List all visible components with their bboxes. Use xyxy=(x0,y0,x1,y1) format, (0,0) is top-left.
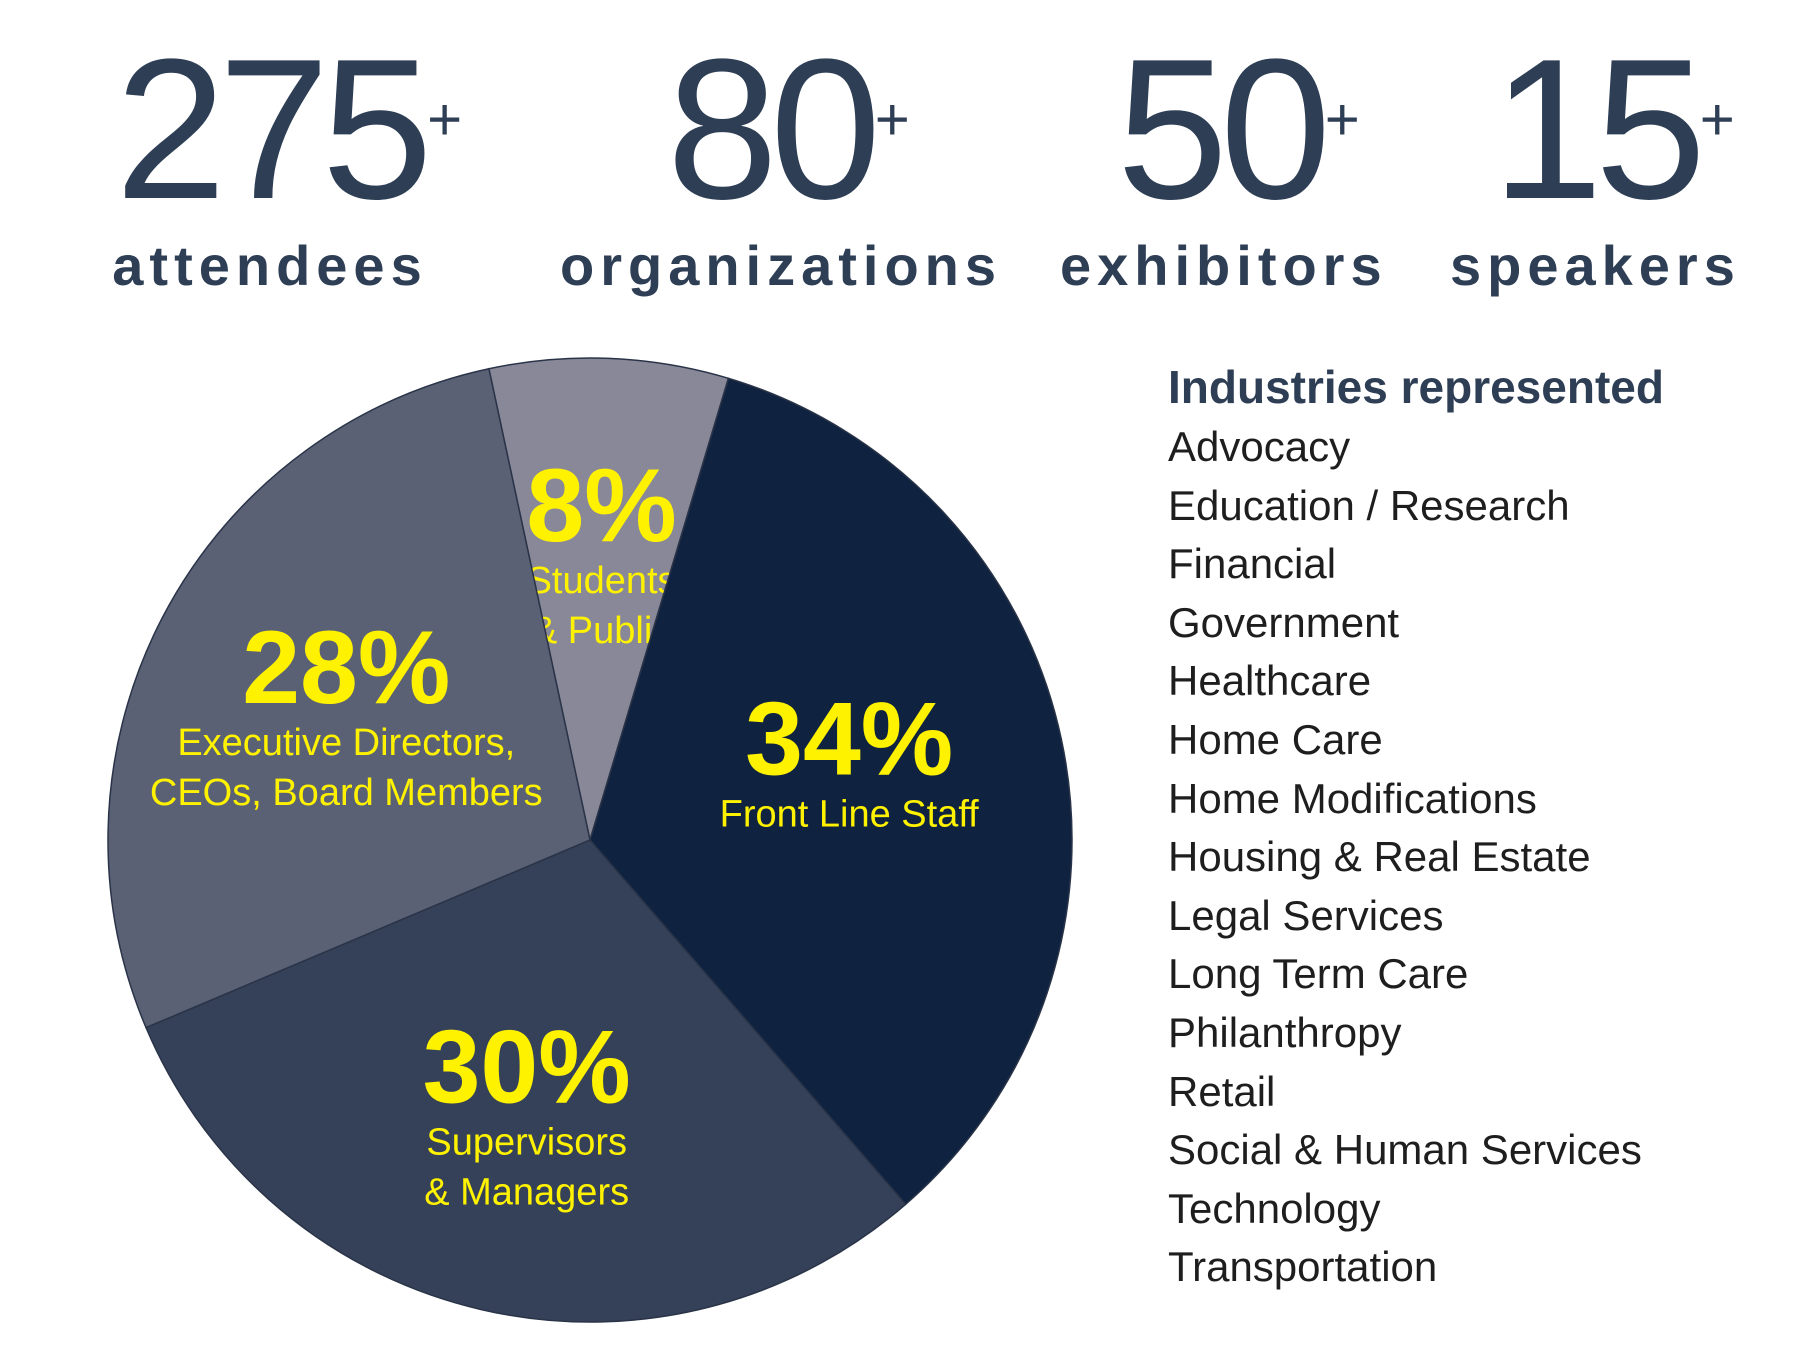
industry-item: Legal Services xyxy=(1168,891,1444,939)
plus-sign: + xyxy=(1324,86,1360,153)
industry-item: Home Care xyxy=(1168,715,1383,763)
plus-sign: + xyxy=(874,86,910,153)
stat-number: 275 + xyxy=(115,30,462,230)
pie-slice xyxy=(107,367,591,1029)
industry-item: Retail xyxy=(1168,1067,1276,1115)
industry-item: Home Modifications xyxy=(1168,774,1537,822)
stat-label: speakers xyxy=(1450,234,1741,297)
industry-item: Transportation xyxy=(1168,1243,1438,1291)
slice-caption-label: Supervisors xyxy=(426,1121,627,1163)
industry-item: Social & Human Services xyxy=(1168,1126,1642,1174)
slice-percent-label: 28% xyxy=(242,610,450,726)
industry-item: Government xyxy=(1168,598,1400,646)
industry-item: Financial xyxy=(1168,540,1337,588)
slice-percent-label: 30% xyxy=(423,1009,631,1125)
stat-attendees: 275 + attendees xyxy=(90,30,462,297)
stat-value: 50 xyxy=(1116,18,1331,241)
plus-sign: + xyxy=(1699,86,1735,153)
stat-speakers: 15 + speakers xyxy=(1450,30,1741,297)
industry-item: Advocacy xyxy=(1168,423,1351,470)
stat-label: attendees xyxy=(112,234,428,297)
industries-list: Advocacy Education / Research Financial Gov… xyxy=(1168,418,1788,1297)
industry-item: Healthcare xyxy=(1168,657,1372,705)
pie-slice xyxy=(589,377,1073,1206)
plus-sign: + xyxy=(427,86,463,153)
pie-slice xyxy=(145,839,907,1323)
slice-caption-label: Front Line Staff xyxy=(720,793,980,835)
industry-item: Housing & Real Estate xyxy=(1168,833,1591,881)
industry-item: Philanthropy xyxy=(1168,1008,1402,1056)
stat-organizations: 80 + organizations xyxy=(560,30,1003,297)
stat-value: 275 xyxy=(115,18,433,241)
slice-caption-label: CEOs, Board Members xyxy=(150,772,543,814)
industry-item: Long Term Care xyxy=(1168,950,1469,998)
stat-number: 80 + xyxy=(667,30,910,230)
slice-percent-label: 34% xyxy=(745,681,953,797)
slice-caption-label: Students xyxy=(527,560,677,602)
slice-caption-label: & Managers xyxy=(424,1171,629,1213)
industry-item: Technology xyxy=(1168,1184,1381,1232)
stat-number: 50 + xyxy=(1117,30,1360,230)
industry-item: Education / Research xyxy=(1168,481,1570,529)
stat-label: organizations xyxy=(560,234,1003,297)
stat-value: 80 xyxy=(666,18,881,241)
stats-row: 275 + attendees 80 + organizations 50 + exh… xyxy=(0,0,1801,300)
slice-caption-label: Executive Directors, xyxy=(177,722,515,764)
slice-percent-label: 8% xyxy=(526,448,676,564)
industries-panel: Industries represented Advocacy Education… xyxy=(1168,358,1788,1297)
industries-title: Industries represented xyxy=(1168,361,1664,413)
pie-slice xyxy=(488,357,730,841)
stat-number: 15 + xyxy=(1492,30,1735,230)
stat-label: exhibitors xyxy=(1060,234,1388,297)
stat-value: 15 xyxy=(1491,18,1706,241)
stat-exhibitors: 50 + exhibitors xyxy=(1060,30,1388,297)
